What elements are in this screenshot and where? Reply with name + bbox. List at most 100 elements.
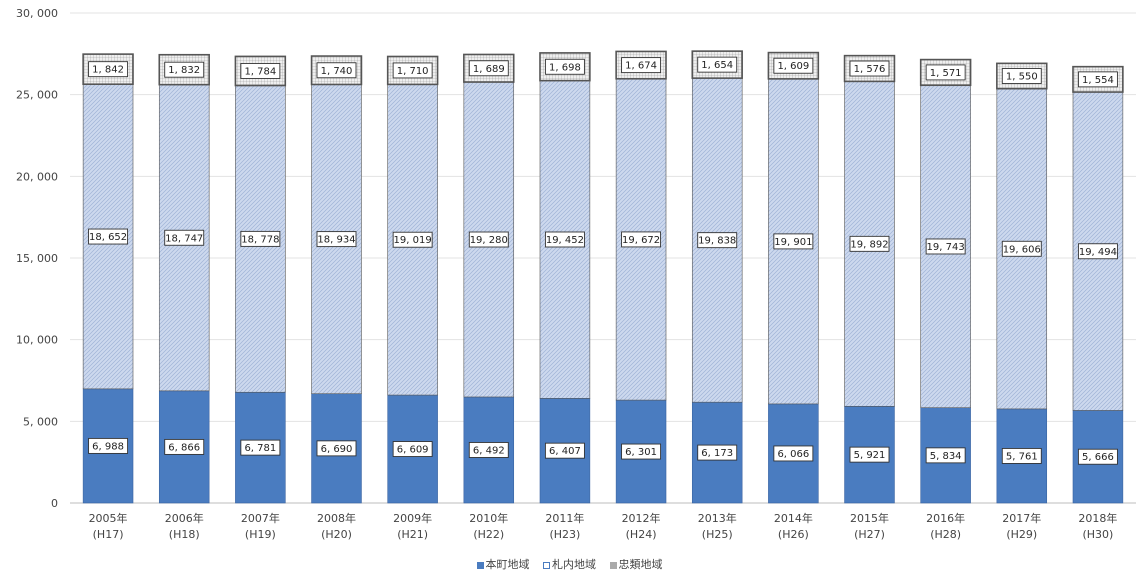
y-tick-label: 30, 000 [16,7,58,20]
data-label-honcho: 6, 066 [777,449,809,460]
data-label-satsunai: 18, 747 [165,233,203,244]
data-label-churui: 1, 832 [168,65,200,76]
data-label-box [392,441,433,457]
data-label-box [316,231,357,248]
data-label-honcho: 6, 407 [549,446,581,457]
data-label-box [621,443,662,460]
data-label-box [164,229,205,246]
legend-label-honcho: 本町地域 [485,558,530,571]
data-label-box [88,228,129,245]
data-label-box [468,231,509,248]
x-tick-label-era: (H19) [245,528,276,541]
data-label-box [621,57,662,74]
y-tick-label: 0 [51,497,58,510]
data-label-box [240,230,281,247]
legend-swatch-churui [609,561,617,569]
data-label-box [544,58,585,75]
x-tick-label-year: 2015年 [850,511,889,525]
y-tick-label: 5, 000 [23,415,58,428]
legend-swatch-honcho [476,561,484,569]
data-label-box [240,63,281,79]
x-tick-label-year: 2008年 [317,511,356,525]
data-label-churui: 1, 689 [473,64,505,75]
data-label-churui: 1, 554 [1082,75,1114,86]
data-label-box [88,61,129,78]
legend-swatch-satsunai [543,561,550,569]
data-label-box [1077,71,1118,88]
x-tick-label-year: 2010年 [469,511,508,525]
x-axis-ticks: 2005年 (H17) 2006年 (H18) 2007年 (H19) 2008年 (H20)… [89,511,1118,541]
data-label-satsunai: 19, 743 [927,242,965,253]
data-label-satsunai: 19, 494 [1079,247,1117,258]
legend-item-churui: 忠類地域 [609,556,663,572]
data-label-satsunai: 19, 280 [470,235,508,246]
data-label-box [697,232,738,249]
grid-lines [70,12,1136,504]
x-tick-label-era: (H24) [626,528,657,541]
data-label-box [468,442,509,458]
x-tick-label-year: 2005年 [89,511,128,525]
data-label-box [164,61,205,78]
x-tick-label-year: 2017年 [1002,511,1041,525]
data-label-satsunai: 19, 606 [1003,244,1041,255]
data-label-box [544,442,585,459]
x-tick-label-era: (H20) [321,528,352,541]
data-label-satsunai: 19, 838 [698,236,736,247]
data-label-box [773,233,814,250]
data-label-churui: 1, 550 [1006,72,1038,83]
data-label-churui: 1, 654 [701,60,733,71]
data-label-honcho: 6, 492 [473,445,505,456]
y-axis-ticks: 0 5, 000 10, 000 15, 000 20, 000 25, 000 30, 0… [16,7,58,510]
y-tick-label: 15, 000 [16,252,58,265]
data-label-box [849,60,890,77]
data-label-box [1077,243,1118,260]
data-label-honcho: 6, 301 [625,447,657,458]
data-label-box [392,62,433,79]
data-label-honcho: 5, 761 [1006,451,1038,462]
data-label-satsunai: 19, 019 [394,235,432,246]
data-label-box [849,235,890,252]
data-label-churui: 1, 674 [625,61,657,72]
data-label-satsunai: 18, 934 [317,235,355,246]
data-label-churui: 1, 842 [92,65,124,76]
data-label-satsunai: 19, 452 [546,235,584,246]
y-tick-label: 20, 000 [16,170,58,183]
legend-label-satsunai: 札内地域 [552,558,596,571]
data-label-box [316,62,357,79]
data-label-box [544,231,585,248]
data-label-box [773,57,814,74]
x-tick-label-era: (H17) [93,528,124,541]
data-label-satsunai: 18, 652 [89,232,127,243]
bars [82,50,1124,504]
data-label-churui: 1, 740 [321,66,353,77]
data-label-box [773,445,814,462]
data-label-churui: 1, 784 [244,66,276,77]
x-tick-label-year: 2018年 [1078,511,1117,525]
data-label-box [316,440,357,457]
data-label-honcho: 6, 690 [321,444,353,455]
data-label-box [697,56,738,73]
data-label-box [621,231,662,248]
data-label-churui: 1, 576 [854,64,886,75]
x-tick-label-era: (H22) [473,528,504,541]
stacked-bar-chart: 0 5, 000 10, 000 15, 000 20, 000 25, 000 30, 0… [16,7,1136,541]
x-tick-label-year: 2006年 [165,511,204,525]
x-tick-label-year: 2007年 [241,511,280,525]
x-tick-label-era: (H26) [778,528,809,541]
data-label-churui: 1, 710 [397,66,429,77]
data-label-box [1001,448,1042,464]
data-label-honcho: 5, 921 [854,450,886,461]
data-label-churui: 1, 698 [549,62,581,73]
x-tick-label-year: 2013年 [698,511,737,525]
data-label-satsunai: 18, 778 [241,234,279,245]
data-label-satsunai: 19, 672 [622,235,660,246]
data-label-honcho: 6, 988 [92,441,124,452]
data-label-churui: 1, 571 [930,68,962,79]
data-label-box [925,64,966,81]
data-label-box [1001,68,1042,84]
data-label-honcho: 6, 173 [701,448,733,459]
x-tick-label-year: 2016年 [926,511,965,525]
x-tick-label-year: 2011年 [545,511,584,525]
data-label-satsunai: 19, 901 [774,237,812,248]
legend: 本町地域 札内地域 忠類地域 [0,556,1139,572]
